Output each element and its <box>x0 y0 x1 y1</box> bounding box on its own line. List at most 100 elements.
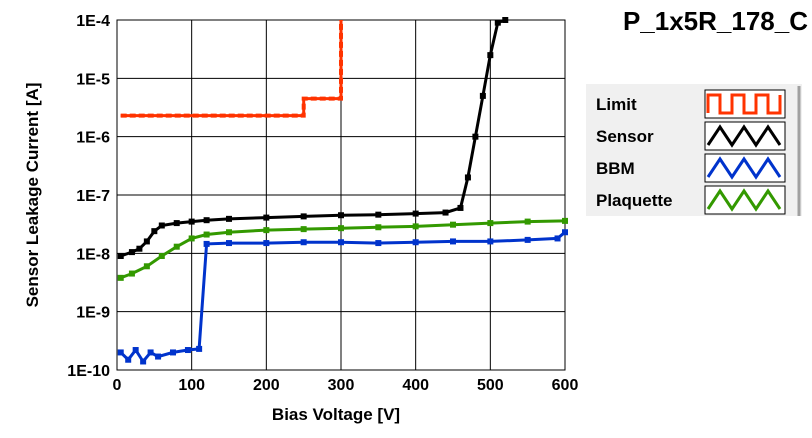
data-point-sensor <box>136 245 143 252</box>
data-point-plaquette <box>128 270 135 277</box>
data-point-plaquette <box>487 220 494 227</box>
legend: Limit Sensor BBM Plaquette <box>586 84 802 216</box>
series-limit <box>120 20 343 118</box>
x-tick-label: 500 <box>477 377 504 394</box>
legend-wave-bbm <box>706 156 782 180</box>
data-point-plaquette <box>203 231 210 238</box>
data-point-plaquette <box>173 243 180 250</box>
data-point-sensor <box>300 213 307 220</box>
y-tick-label: 1E-10 <box>67 363 110 380</box>
legend-item-bbm: BBM <box>596 153 786 183</box>
data-point-sensor <box>173 220 180 227</box>
data-point-bbm <box>554 235 561 242</box>
x-tick-label: 300 <box>328 377 355 394</box>
data-point-bbm <box>132 347 139 354</box>
data-point-sensor <box>464 174 471 181</box>
data-point-sensor <box>188 218 195 225</box>
data-point-sensor <box>442 209 449 216</box>
x-tick-label: 400 <box>402 377 429 394</box>
legend-item-limit: Limit <box>596 89 786 119</box>
data-point-sensor <box>457 204 464 211</box>
legend-wave-sensor <box>706 124 782 148</box>
data-point-sensor <box>375 211 382 218</box>
data-point-bbm <box>524 236 531 243</box>
data-point-plaquette <box>143 263 150 270</box>
data-point-sensor <box>158 222 165 229</box>
y-tick-label: 1E-7 <box>76 188 110 205</box>
data-point-bbm <box>196 345 203 352</box>
data-point-plaquette <box>300 226 307 233</box>
data-point-bbm <box>562 229 568 236</box>
y-tick-label: 1E-9 <box>76 305 110 322</box>
data-point-sensor <box>203 217 210 224</box>
data-point-plaquette <box>117 274 124 281</box>
data-point-plaquette <box>338 225 344 232</box>
data-point-plaquette <box>226 229 232 236</box>
data-point-bbm <box>147 349 154 356</box>
y-tick-label: 1E-4 <box>76 13 110 30</box>
data-point-sensor <box>487 52 494 59</box>
y-tick-label: 1E-5 <box>76 71 110 88</box>
data-point-plaquette <box>375 224 382 231</box>
data-point-sensor <box>151 228 158 235</box>
legend-wave-plaquette <box>706 188 782 212</box>
data-point-bbm <box>263 240 270 247</box>
y-axis-label: Sensor Leakage Current [A] <box>23 83 42 308</box>
data-point-bbm <box>450 238 456 245</box>
data-point-plaquette <box>412 223 419 230</box>
x-axis-label: Bias Voltage [V] <box>272 405 400 424</box>
data-point-bbm <box>412 239 419 246</box>
x-tick-label: 0 <box>113 377 122 394</box>
data-point-bbm <box>203 240 210 247</box>
data-point-sensor <box>117 253 124 260</box>
series-sensor <box>117 17 509 260</box>
data-point-bbm <box>170 349 176 356</box>
data-point-bbm <box>140 358 147 365</box>
y-tick-label: 1E-8 <box>76 246 110 263</box>
x-tick-label: 200 <box>253 377 280 394</box>
data-point-bbm <box>300 239 307 246</box>
series-bbm <box>117 229 568 365</box>
data-point-plaquette <box>524 218 531 225</box>
data-point-bbm <box>184 347 191 354</box>
y-tick-label: 1E-6 <box>76 130 110 147</box>
series-plaquette <box>117 217 568 281</box>
legend-label-limit: Limit <box>596 95 637 114</box>
data-point-bbm <box>117 349 124 356</box>
legend-item-sensor: Sensor <box>596 121 786 151</box>
legend-wave-limit <box>706 93 782 115</box>
legend-label-bbm: BBM <box>596 159 635 178</box>
chart-title: P_1x5R_178_C <box>623 6 808 36</box>
data-point-sensor <box>128 249 135 256</box>
data-point-bbm <box>375 240 382 247</box>
data-point-sensor <box>143 238 150 245</box>
data-point-sensor <box>479 92 486 99</box>
tick-labels: 0 100 200 300 400 500 600 1E-10 1E-9 1E-8 1E-7 1E-6… <box>67 13 578 394</box>
data-point-bbm <box>155 353 162 360</box>
data-point-bbm <box>226 240 232 247</box>
x-tick-label: 100 <box>178 377 205 394</box>
data-point-plaquette <box>450 221 456 228</box>
data-point-plaquette <box>562 217 568 224</box>
data-point-plaquette <box>188 235 195 242</box>
data-point-bbm <box>487 238 494 245</box>
data-point-sensor <box>226 215 232 222</box>
data-point-sensor <box>338 212 344 219</box>
data-point-sensor <box>263 214 270 221</box>
data-point-sensor <box>412 210 419 217</box>
grid-lines <box>116 19 566 371</box>
legend-label-sensor: Sensor <box>596 127 654 146</box>
data-point-plaquette <box>263 227 270 234</box>
series-layer <box>117 17 568 365</box>
data-point-sensor <box>494 19 501 26</box>
data-point-sensor <box>472 133 479 140</box>
legend-label-plaquette: Plaquette <box>596 191 673 210</box>
data-point-bbm <box>338 239 344 246</box>
legend-item-plaquette: Plaquette <box>596 185 786 215</box>
x-tick-label: 600 <box>552 377 579 394</box>
series-dash-limit <box>120 20 343 118</box>
data-point-bbm <box>125 356 132 363</box>
data-point-sensor <box>502 17 509 23</box>
